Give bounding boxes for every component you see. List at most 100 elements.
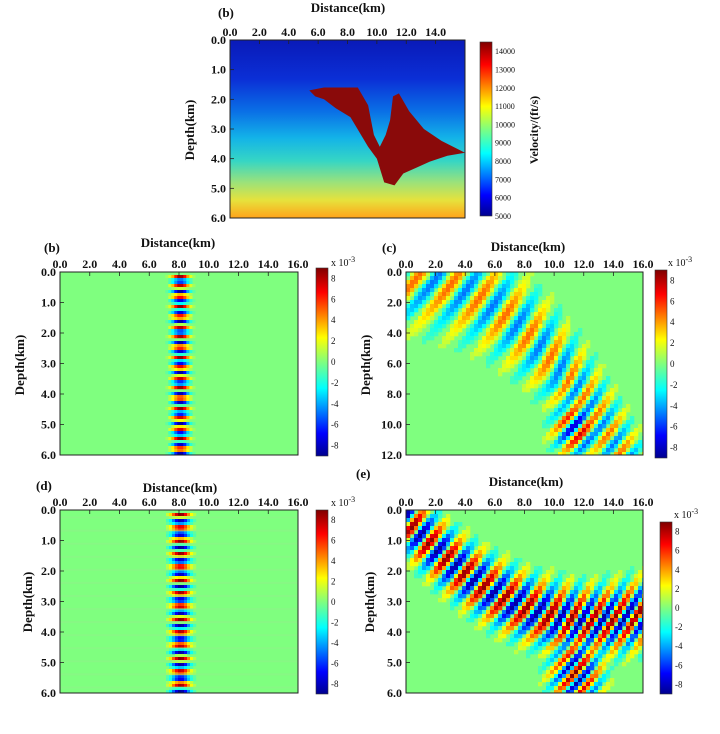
wave-cell	[598, 372, 603, 377]
wave-cell	[502, 562, 507, 567]
wave-cell	[187, 603, 191, 607]
wave-cell	[594, 622, 599, 627]
wave-cell	[562, 452, 567, 455]
wave-cell	[518, 376, 523, 381]
wave-cell	[474, 348, 479, 353]
wave-cell	[542, 392, 547, 397]
wave-cell	[490, 328, 495, 333]
wave-cell	[554, 582, 559, 587]
wave-cell	[566, 642, 571, 647]
wave-cell	[594, 376, 599, 381]
wave-cell	[462, 566, 467, 571]
wave-cell	[168, 365, 172, 369]
wave-cell	[570, 424, 575, 429]
wave-cell	[184, 519, 188, 523]
x-tick-label: 6.0	[311, 25, 326, 39]
wave-cell	[518, 284, 523, 289]
wave-cell	[498, 634, 503, 639]
wave-cell	[538, 332, 543, 337]
wave-cell	[526, 590, 531, 595]
wave-cell	[590, 404, 595, 409]
wave-cell	[175, 570, 179, 574]
wave-cell	[518, 296, 523, 301]
wave-cell	[410, 276, 415, 281]
wave-cell	[474, 352, 479, 357]
wave-cell	[186, 410, 190, 414]
wave-cell	[478, 558, 483, 563]
wave-cell	[534, 344, 539, 349]
wave-cell	[518, 590, 523, 595]
wave-cell	[582, 574, 587, 579]
wave-cell	[502, 610, 507, 615]
wave-cell	[169, 627, 173, 631]
wave-cell	[172, 534, 176, 538]
wave-cell	[510, 332, 515, 337]
wave-cell	[183, 299, 187, 303]
wave-cell	[610, 408, 615, 413]
wave-cell	[442, 292, 447, 297]
wave-cell	[562, 686, 567, 691]
wave-cell	[466, 526, 471, 531]
wave-cell	[458, 324, 463, 329]
wave-cell	[490, 570, 495, 575]
wave-cell	[193, 612, 197, 616]
wave-cell	[190, 690, 194, 693]
wave-cell	[171, 452, 175, 455]
wave-cell	[482, 344, 487, 349]
wave-cell	[406, 312, 411, 317]
wave-cell	[172, 606, 176, 610]
wave-cell	[172, 687, 176, 691]
wave-cell	[502, 594, 507, 599]
colorbar-tick-label: 8	[670, 275, 675, 285]
wave-cell	[562, 606, 567, 611]
wave-cell	[582, 662, 587, 667]
wave-cell	[458, 272, 463, 277]
wave-cell	[178, 690, 182, 693]
chart-top: (b) Distance(km) Depth(km) 0.0 2.0 4.0 6.0 8…	[182, 0, 541, 225]
wave-cell	[458, 280, 463, 285]
wave-cell	[506, 594, 511, 599]
colorbar-tick-label: 14000	[495, 47, 515, 56]
wave-cell	[526, 316, 531, 321]
wave-cell	[171, 449, 175, 453]
wave-cell	[180, 404, 184, 408]
wave-cell	[171, 350, 175, 354]
wave-cell	[534, 634, 539, 639]
wave-cell	[542, 420, 547, 425]
wave-cell	[550, 670, 555, 675]
wave-cell	[168, 341, 172, 345]
wave-cell	[187, 564, 191, 568]
wave-cell	[478, 626, 483, 631]
wave-cell	[534, 574, 539, 579]
wave-cell	[566, 440, 571, 445]
wave-cell	[454, 300, 459, 305]
wave-cell	[546, 678, 551, 683]
wave-cell	[598, 368, 603, 373]
wave-cell	[594, 436, 599, 441]
wave-cell	[422, 562, 427, 567]
wave-cell	[169, 636, 173, 640]
wave-cell	[578, 682, 583, 687]
wave-cell	[478, 328, 483, 333]
wave-cell	[183, 350, 187, 354]
wave-cell	[590, 654, 595, 659]
wave-cell	[189, 407, 193, 411]
wave-cell	[590, 638, 595, 643]
wave-cell	[181, 519, 185, 523]
wave-cell	[442, 522, 447, 527]
wave-cell	[634, 590, 639, 595]
wave-cell	[470, 542, 475, 547]
wave-cell	[430, 570, 435, 575]
wave-cell	[510, 284, 515, 289]
wave-cell	[446, 340, 451, 345]
wave-cell	[494, 280, 499, 285]
wave-cell	[582, 376, 587, 381]
wave-cell	[550, 384, 555, 389]
wave-cell	[175, 627, 179, 631]
wave-cell	[418, 272, 423, 277]
wave-cell	[462, 324, 467, 329]
wave-cell	[189, 368, 193, 372]
wave-cell	[538, 630, 543, 635]
wave-cell	[622, 646, 627, 651]
wave-cell	[474, 272, 479, 277]
